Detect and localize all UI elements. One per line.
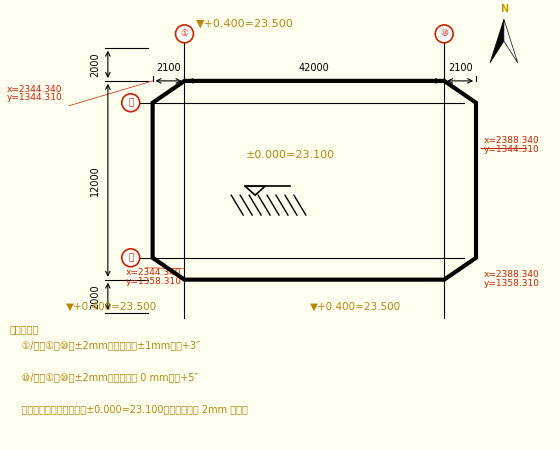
Text: x=2388.340: x=2388.340 [484, 136, 540, 145]
Text: ▼+0.400=23.500: ▼+0.400=23.500 [197, 18, 294, 28]
Text: N: N [500, 4, 508, 14]
Text: 2000: 2000 [90, 284, 100, 308]
Text: x=2388.340: x=2388.340 [484, 270, 540, 279]
Text: ①/ⓑ：①～⑩边±2mm；ⓑ～ⓐ边±1mm，角+3″: ①/ⓑ：①～⑩边±2mm；ⓑ～ⓐ边±1mm，角+3″ [10, 340, 200, 350]
Polygon shape [504, 19, 518, 63]
Circle shape [122, 94, 139, 112]
Text: ▼+0.400=23.500: ▼+0.400=23.500 [310, 302, 401, 312]
Text: 42000: 42000 [299, 63, 330, 73]
Text: 2000: 2000 [90, 52, 100, 77]
Text: y=1358.310: y=1358.310 [484, 279, 540, 288]
Text: Ⓐ: Ⓐ [128, 253, 133, 262]
Text: Ⓑ: Ⓑ [128, 98, 133, 107]
Text: 复测结果：: 复测结果： [10, 324, 39, 335]
Text: y=1344.310: y=1344.310 [484, 145, 540, 154]
Text: ⑩: ⑩ [440, 29, 448, 38]
Text: 12000: 12000 [90, 165, 100, 196]
Text: 2100: 2100 [448, 63, 473, 73]
Text: x=2344.340: x=2344.340 [6, 85, 62, 94]
Text: y=1358.310: y=1358.310 [126, 277, 182, 286]
Text: y=1344.310: y=1344.310 [6, 93, 62, 102]
Circle shape [175, 25, 193, 43]
Text: ±0.000=23.100: ±0.000=23.100 [245, 150, 334, 160]
Circle shape [435, 25, 453, 43]
Text: ▼+0.400=23.500: ▼+0.400=23.500 [66, 302, 157, 312]
Text: 2100: 2100 [156, 63, 181, 73]
Text: ①: ① [180, 29, 189, 38]
Polygon shape [490, 19, 504, 63]
Text: x=2344.340: x=2344.340 [126, 268, 181, 277]
Text: ⑩/ⓐ：①～⑩边±2mm；ⓑ～ⓐ边 0 mm，角+5″: ⑩/ⓐ：①～⑩边±2mm；ⓑ～ⓐ边 0 mm，角+5″ [10, 372, 198, 382]
Circle shape [122, 249, 139, 267]
Text: 引测施工现场的施工标高±0.000=23.100，三个误差在 2mm 以内。: 引测施工现场的施工标高±0.000=23.100，三个误差在 2mm 以内。 [10, 404, 248, 414]
